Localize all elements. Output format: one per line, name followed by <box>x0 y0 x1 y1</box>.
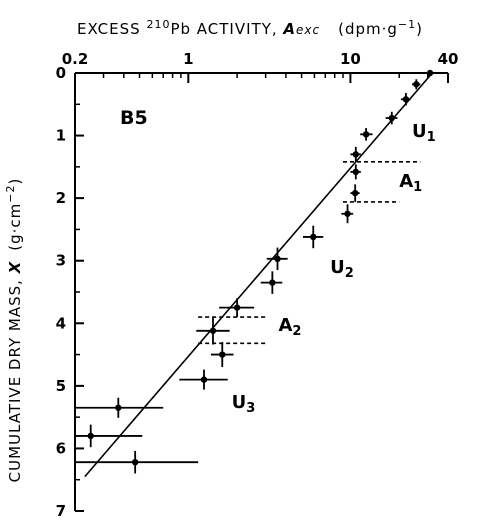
data-points-group <box>75 69 434 474</box>
region-label-subscript: 1 <box>413 180 422 195</box>
point-marker <box>269 279 276 286</box>
point-marker <box>219 351 226 358</box>
x-axis-label-prefix: EXCESS <box>77 20 146 38</box>
data-point <box>266 247 288 271</box>
x-axis-label-isotope-rest: Pb ACTIVITY, <box>170 20 283 38</box>
y-axis-label-units-close: ) <box>6 178 24 185</box>
point-marker <box>310 233 317 241</box>
region-label: A1 <box>399 171 422 195</box>
x-tick-label: 10 <box>340 50 361 68</box>
x-axis-label-symbol-sub: exc <box>296 23 320 37</box>
region-label-subscript: 2 <box>345 266 354 281</box>
data-point <box>360 128 373 141</box>
x-axis-label: EXCESS 210Pb ACTIVITY, Aexc (dpm·g−1) <box>77 18 423 38</box>
region-label: U2 <box>330 257 354 281</box>
y-tick-label: 0 <box>56 64 66 82</box>
y-axis-label: CUMULATIVE DRY MASS, X (g·cm−2) <box>4 178 24 483</box>
point-marker <box>131 458 139 466</box>
data-point <box>260 271 283 294</box>
region-label-letter: U <box>330 257 345 278</box>
x-axis-label-units-close: ) <box>416 20 423 38</box>
data-point <box>412 79 421 90</box>
region-label: A2 <box>278 315 301 339</box>
x-axis-label-units: (dpm·g <box>338 20 398 38</box>
point-marker <box>115 404 122 411</box>
point-marker <box>200 376 208 383</box>
data-point <box>75 424 143 448</box>
point-marker <box>209 327 217 334</box>
point-marker <box>233 304 241 311</box>
point-marker <box>87 432 94 440</box>
region-label: U1 <box>412 121 436 145</box>
data-point <box>196 317 230 345</box>
x-tick-label: 0.2 <box>62 50 89 68</box>
point-marker <box>352 151 360 158</box>
dashed-lines-group <box>198 161 421 345</box>
data-point <box>426 69 434 77</box>
y-tick-label: 7 <box>56 502 66 520</box>
region-label-letter: U <box>412 121 427 142</box>
data-point <box>350 164 361 180</box>
data-point <box>350 184 360 202</box>
y-axis-label-units-exp: −2 <box>4 185 17 203</box>
y-axis-label-symbol: X <box>6 260 24 274</box>
x-tick-label: 40 <box>438 50 459 68</box>
region-label: U3 <box>232 392 256 416</box>
y-tick-label: 4 <box>56 314 66 332</box>
regression-line <box>84 72 433 478</box>
y-tick-label: 1 <box>56 127 66 145</box>
data-point <box>303 225 324 249</box>
point-marker <box>426 69 434 77</box>
x-axis-label-symbol: A <box>282 20 296 38</box>
data-point <box>385 111 398 125</box>
region-label-subscript: 1 <box>427 130 436 145</box>
point-marker <box>362 131 370 138</box>
point-marker <box>402 96 410 103</box>
point-marker <box>352 168 360 176</box>
x-axis-label-isotope-mass: 210 <box>146 18 170 31</box>
y-axis-label-units: (g·cm <box>6 203 24 251</box>
data-point <box>75 397 164 418</box>
region-label-subscript: 2 <box>292 324 301 339</box>
data-point <box>210 342 234 368</box>
y-tick-label: 6 <box>56 439 66 457</box>
x-axis-label-units-exp: −1 <box>398 18 416 31</box>
fit-line-group <box>84 72 433 478</box>
data-point <box>341 204 354 224</box>
y-axis-label-main: CUMULATIVE DRY MASS, <box>6 273 24 482</box>
region-label-letter: U <box>232 392 247 413</box>
point-marker <box>388 114 395 122</box>
data-point <box>179 369 228 390</box>
data-point <box>219 298 255 318</box>
point-marker <box>344 210 351 217</box>
region-label-subscript: 3 <box>246 401 255 416</box>
axes: 0.2 1 10 40 0 1 2 3 4 5 6 7 <box>56 50 459 520</box>
data-point <box>75 450 199 474</box>
y-tick-label: 5 <box>56 377 66 395</box>
y-tick-label: 2 <box>56 189 66 207</box>
x-tick-label: 1 <box>183 50 193 68</box>
region-label-letter: A <box>278 315 292 336</box>
region-label-letter: A <box>399 171 413 192</box>
point-marker <box>274 255 281 263</box>
data-point <box>350 146 361 162</box>
point-marker <box>351 189 359 197</box>
data-point <box>400 93 411 106</box>
panel-label: B5 <box>120 107 148 129</box>
y-tick-label: 3 <box>56 252 66 270</box>
point-marker <box>413 81 420 88</box>
